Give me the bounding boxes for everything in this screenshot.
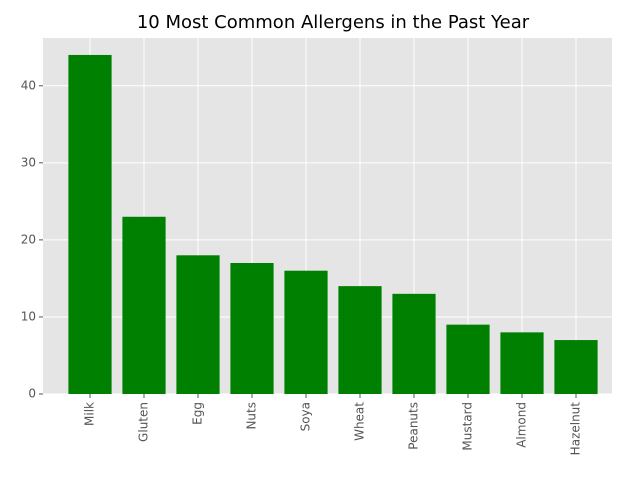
- x-tick-label: Peanuts: [407, 402, 421, 450]
- bar: [500, 332, 544, 394]
- bar: [554, 340, 598, 394]
- bar: [284, 270, 328, 394]
- x-tick-label: Egg: [191, 402, 205, 425]
- x-tick-label: Almond: [515, 402, 529, 448]
- y-tick-label: 40: [21, 78, 36, 92]
- bar: [446, 324, 490, 394]
- x-tick-label: Hazelnut: [569, 402, 583, 456]
- x-tick-label: Wheat: [353, 402, 367, 441]
- y-tick-label: 30: [21, 155, 36, 169]
- bar: [68, 54, 112, 394]
- y-tick-label: 10: [21, 309, 36, 323]
- bar: [392, 293, 436, 394]
- bar: [338, 286, 382, 394]
- y-tick-label: 20: [21, 232, 36, 246]
- x-tick-label: Soya: [299, 402, 313, 431]
- x-tick-label: Gluten: [137, 402, 151, 442]
- x-tick-label: Milk: [83, 402, 97, 426]
- x-tick-label: Mustard: [461, 402, 475, 451]
- x-tick-label: Nuts: [245, 402, 259, 430]
- chart-title: 10 Most Common Allergens in the Past Yea…: [137, 12, 530, 33]
- y-tick-label: 0: [28, 387, 36, 401]
- bar: [176, 255, 220, 394]
- bar: [122, 216, 166, 394]
- bar: [230, 263, 274, 394]
